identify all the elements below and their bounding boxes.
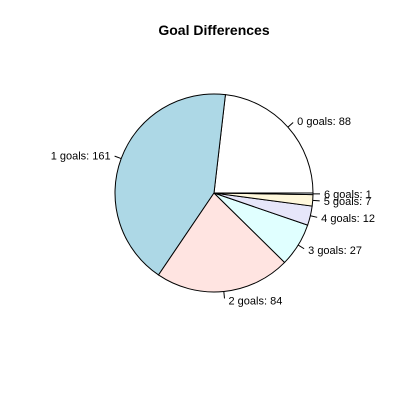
slice-label-3-goals: 3 goals: 27: [308, 245, 362, 257]
label-leaders: [114, 122, 321, 299]
pie-slice-1-goals: [114, 93, 226, 276]
pie-slice-6-goals: [213, 192, 314, 196]
slice-label-5-goals: 5 goals: 7: [324, 196, 372, 208]
leader-line-2-goals: [223, 291, 225, 299]
slice-labels: 0 goals: 88 1 goals: 161 2 goals: 84 3 goal…: [51, 116, 375, 307]
leader-line-3-goals: [297, 244, 305, 250]
chart-title: Goal Differences: [158, 22, 269, 38]
slice-label-0-goals: 0 goals: 88: [297, 116, 351, 128]
leader-line-1-goals: [114, 155, 122, 160]
pie-slice-2-goals: [157, 192, 286, 293]
slice-label-4-goals: 4 goals: 12: [321, 213, 375, 225]
leader-line-4-goals: [310, 215, 318, 218]
pie-slice-0-goals: [213, 94, 314, 194]
leader-line-0-goals: [287, 122, 294, 128]
leader-line-5-goals: [312, 199, 320, 202]
pie-slices: [114, 93, 314, 293]
slice-label-6-goals: 6 goals: 1: [324, 189, 372, 201]
slice-label-1-goals: 1 goals: 161: [51, 150, 111, 162]
slice-label-2-goals: 2 goals: 84: [229, 295, 283, 307]
